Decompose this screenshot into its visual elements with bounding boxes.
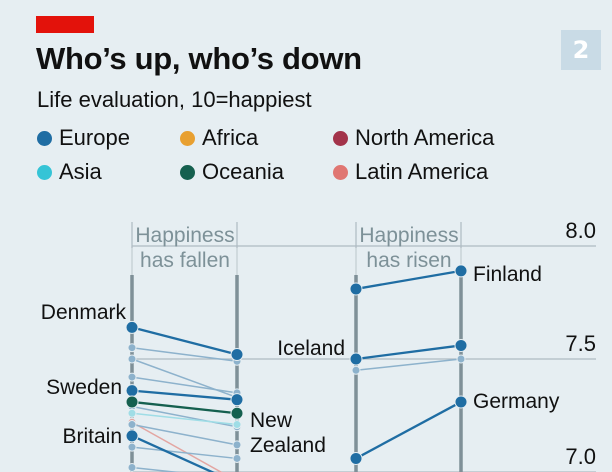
chart-number-badge: 2 [561,30,601,70]
legend-item-africa: Africa [180,125,258,151]
data-point-start [125,395,139,409]
data-point-end [232,440,242,450]
series-line [131,376,238,394]
series-line [355,400,462,460]
country-label: Denmark [41,301,127,324]
series-line [131,346,238,363]
legend-swatch-europe [37,130,52,146]
data-point-start [351,365,361,375]
data-point-end [456,354,466,364]
legend-item-asia: Asia [37,159,102,185]
legend-label-europe: Europe [59,125,130,150]
data-point-start [127,372,137,382]
brand-accent-tab [36,16,94,33]
legend-item-europe: Europe [37,125,130,151]
country-label: Britain [62,425,122,448]
panel-label-line2: has risen [366,249,451,272]
series-line [355,344,462,361]
legend-swatch-asia [37,164,52,180]
panel-label-line1: Happiness [135,224,234,247]
series-line [131,400,238,415]
series-line [131,405,238,428]
data-point-start [349,451,363,465]
country-label: Zealand [250,434,326,457]
series-line [131,326,238,356]
legend-swatch-oceania [180,164,195,180]
data-point-start [127,442,137,452]
legend-item-oceania: Oceania [180,159,284,185]
chart-subtitle: Life evaluation, 10=happiest [37,87,312,112]
legend-item-latin-america: Latin America [333,159,488,185]
series-line [131,434,215,472]
legend-label-africa: Africa [202,125,259,150]
data-point-end [230,406,244,420]
series-line [131,412,238,426]
series-line [131,466,182,472]
data-point-start [127,354,137,364]
data-point-end [232,420,242,430]
series-line [131,421,223,472]
data-point-end [230,393,244,407]
country-label: Sweden [46,376,122,399]
series-line [355,358,462,372]
y-tick-label: 7.5 [565,331,596,356]
series-line [131,423,238,446]
data-point-start [127,462,137,472]
legend-item-north-america: North America [333,125,494,151]
data-point-end [454,395,468,409]
legend-label-oceania: Oceania [202,159,284,184]
legend-label-latin-america: Latin America [355,159,489,184]
legend-swatch-africa [180,130,195,146]
legend-swatch-north-america [333,130,348,146]
country-label: New [250,409,293,432]
y-tick-label: 7.0 [565,444,596,469]
series-line [131,389,238,401]
y-tick-label: 8.0 [565,218,596,243]
legend-swatch-latin-america [333,164,348,180]
data-point-start [127,343,137,353]
data-point-start [125,320,139,334]
legend-label-asia: Asia [59,159,102,184]
series-line [131,446,238,460]
series-line [355,269,462,291]
data-point-end [230,347,244,361]
panel-label-line1: Happiness [359,224,458,247]
legend-label-north-america: North America [355,125,495,150]
data-point-end [454,338,468,352]
panel-label-line2: has fallen [140,249,230,272]
data-point-end [454,264,468,278]
chart-title: Who’s up, who’s down [36,41,362,76]
data-point-start [349,352,363,366]
data-point-start [349,282,363,296]
country-label: Germany [473,390,560,413]
data-point-start [125,429,139,443]
data-point-end [232,453,242,463]
country-label: Finland [473,263,542,286]
data-point-start [127,420,137,430]
country-label: Iceland [277,337,345,360]
data-point-start [127,408,137,418]
data-point-start [125,384,139,398]
